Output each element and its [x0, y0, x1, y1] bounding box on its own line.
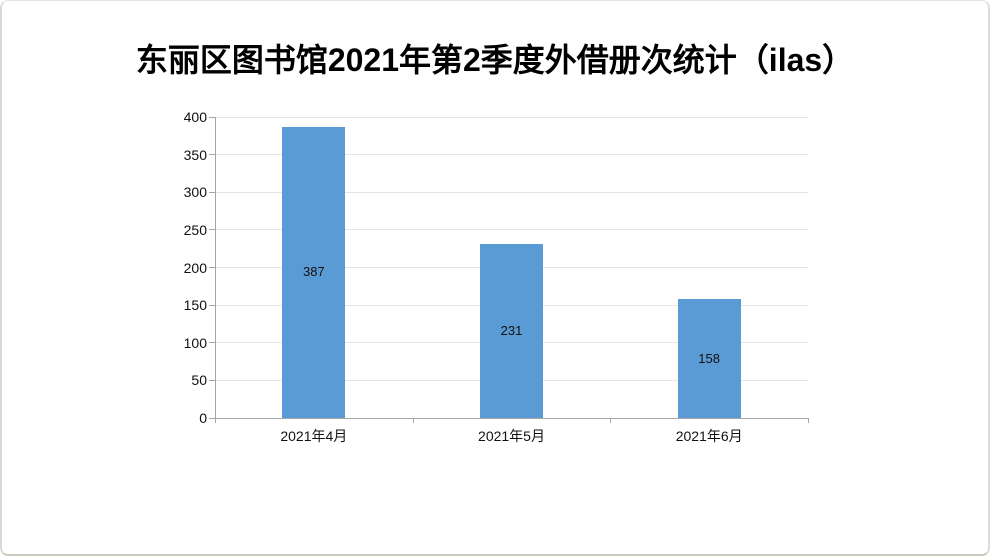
- gridline: [215, 116, 808, 118]
- y-axis-tick-label: 50: [191, 372, 207, 389]
- x-axis-line: [215, 418, 809, 419]
- x-axis-tick: [412, 419, 414, 423]
- y-axis-tick: [209, 154, 215, 156]
- gridline: [215, 154, 808, 156]
- y-axis-tick: [209, 116, 215, 118]
- gridline: [215, 191, 808, 193]
- y-axis-tick-label: 250: [183, 221, 207, 238]
- y-axis-tick-label: 100: [183, 334, 207, 351]
- y-axis-tick: [209, 379, 215, 381]
- x-axis-tick: [808, 419, 809, 423]
- bar: [480, 244, 543, 418]
- y-axis-line: [215, 117, 216, 419]
- bar-value-label: 158: [698, 350, 720, 366]
- y-axis-tick-label: 300: [183, 184, 207, 201]
- x-axis-category-label: 2021年5月: [478, 428, 545, 444]
- bar: [677, 299, 741, 418]
- y-axis-tick: [209, 342, 215, 344]
- x-axis-tick: [610, 419, 612, 423]
- bar-value-label: 387: [302, 264, 325, 280]
- x-axis-category-label: 2021年4月: [280, 428, 348, 444]
- y-axis-tick: [209, 229, 215, 231]
- chart-title: 东丽区图书馆2021年第2季度外借册次统计（ilas）: [135, 42, 855, 78]
- x-axis-category-label: 2021年6月: [675, 428, 743, 444]
- y-axis-tick-label: 350: [183, 146, 207, 163]
- bar: [282, 126, 346, 418]
- y-axis-tick-label: 200: [183, 259, 207, 276]
- y-axis-tick-label: 150: [183, 297, 207, 314]
- y-axis-tick: [209, 417, 215, 419]
- y-axis-tick-label: 400: [183, 109, 207, 125]
- y-axis-tick-label: 0: [199, 410, 207, 426]
- y-axis-tick: [209, 267, 215, 268]
- y-axis-tick: [209, 191, 215, 193]
- bar-value-label: 231: [500, 323, 523, 339]
- x-axis-tick: [215, 419, 216, 423]
- gridline: [215, 229, 808, 231]
- y-axis-tick: [209, 304, 215, 306]
